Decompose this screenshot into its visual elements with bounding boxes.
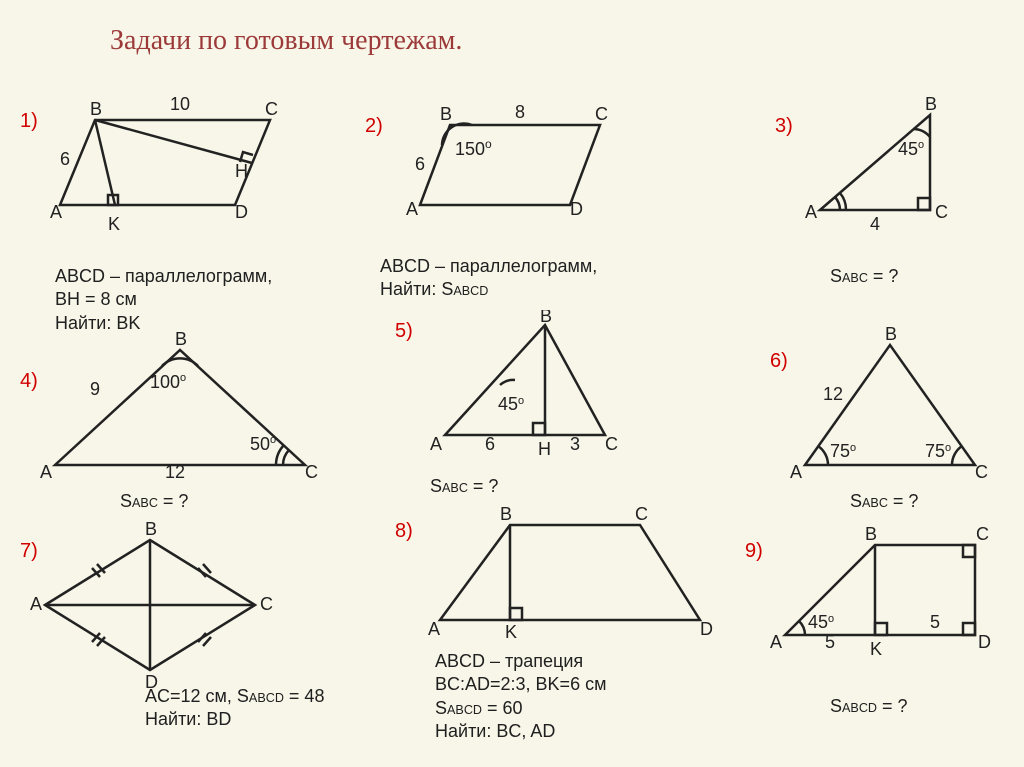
problem-8-figure: B C A D K <box>420 500 720 640</box>
problem-5-text: SABC = ? <box>430 475 498 498</box>
svg-text:A: A <box>790 462 802 482</box>
svg-text:B: B <box>500 504 512 524</box>
svg-text:C: C <box>260 594 273 614</box>
problem-3-text: SABC = ? <box>830 265 898 288</box>
svg-text:K: K <box>108 214 120 234</box>
svg-text:8: 8 <box>515 102 525 122</box>
problem-7-text: AC=12 см, SABCD = 48 Найти: BD <box>145 685 324 732</box>
svg-text:B: B <box>175 330 187 349</box>
problem-2-figure: B C A D 8 6 150o <box>400 100 620 220</box>
svg-text:C: C <box>975 462 988 482</box>
svg-text:45o: 45o <box>808 612 834 632</box>
svg-text:C: C <box>935 202 948 222</box>
problem-1-text: ABCD – параллелограмм, BH = 8 см Найти: … <box>55 265 272 335</box>
problem-8-text: ABCD – трапеция BC:AD=2:3, BK=6 см SABCD… <box>435 650 606 744</box>
svg-text:75o: 75o <box>830 441 856 461</box>
svg-text:B: B <box>145 520 157 539</box>
svg-text:B: B <box>90 99 102 119</box>
svg-text:50o: 50o <box>250 434 276 454</box>
svg-text:C: C <box>605 434 618 454</box>
svg-text:B: B <box>865 524 877 544</box>
svg-text:C: C <box>595 104 608 124</box>
svg-text:B: B <box>440 104 452 124</box>
svg-text:C: C <box>635 504 648 524</box>
svg-text:C: C <box>305 462 318 480</box>
svg-text:D: D <box>570 199 583 219</box>
svg-text:45o: 45o <box>498 394 524 414</box>
svg-text:A: A <box>805 202 817 222</box>
svg-text:12: 12 <box>165 462 185 480</box>
svg-text:6: 6 <box>60 149 70 169</box>
svg-text:A: A <box>406 199 418 219</box>
problem-1-figure: B C A D H K 10 6 <box>40 95 300 235</box>
svg-text:C: C <box>976 524 989 544</box>
svg-text:A: A <box>430 434 442 454</box>
svg-text:B: B <box>925 95 937 114</box>
problem-6-figure: B A C 12 75o 75o <box>790 325 990 485</box>
svg-text:A: A <box>770 632 782 652</box>
problem-4-text: SABC = ? <box>120 490 188 513</box>
svg-text:B: B <box>885 325 897 344</box>
svg-text:75o: 75o <box>925 441 951 461</box>
svg-text:10: 10 <box>170 95 190 114</box>
svg-text:A: A <box>30 594 42 614</box>
problem-3-num: 3) <box>775 115 793 138</box>
svg-text:100o: 100o <box>150 372 186 392</box>
problem-1-num: 1) <box>20 110 38 133</box>
problem-7-figure: A B C D <box>30 520 290 690</box>
svg-text:9: 9 <box>90 379 100 399</box>
svg-text:K: K <box>505 622 517 640</box>
svg-text:A: A <box>50 202 62 222</box>
svg-text:6: 6 <box>415 154 425 174</box>
problem-6-text: SABC = ? <box>850 490 918 513</box>
svg-text:4: 4 <box>870 214 880 234</box>
svg-text:H: H <box>235 161 248 181</box>
problem-9-text: SABCD = ? <box>830 695 908 718</box>
problem-2-text: ABCD – параллелограмм, Найти: SABCD <box>380 255 597 302</box>
problem-9-num: 9) <box>745 540 763 563</box>
svg-text:12: 12 <box>823 384 843 404</box>
svg-text:5: 5 <box>825 632 835 652</box>
svg-text:A: A <box>428 619 440 639</box>
problem-5-num: 5) <box>395 320 413 343</box>
page-title: Задачи по готовым чертежам. <box>110 25 462 57</box>
svg-text:150o: 150o <box>455 137 492 159</box>
svg-text:A: A <box>40 462 52 480</box>
svg-text:C: C <box>265 99 278 119</box>
svg-text:K: K <box>870 639 882 659</box>
problem-6-num: 6) <box>770 350 788 373</box>
problem-4-figure: B A C 9 12 100o 50o <box>35 330 325 480</box>
svg-text:D: D <box>700 619 713 639</box>
svg-text:D: D <box>978 632 991 652</box>
problem-2-num: 2) <box>365 115 383 138</box>
problem-3-figure: B A C 4 45o <box>800 95 970 235</box>
svg-text:6: 6 <box>485 434 495 454</box>
svg-text:H: H <box>538 439 551 459</box>
svg-text:3: 3 <box>570 434 580 454</box>
svg-text:45o: 45o <box>898 139 924 159</box>
problem-8-num: 8) <box>395 520 413 543</box>
svg-text:5: 5 <box>930 612 940 632</box>
problem-5-figure: B A C H 6 3 45o <box>430 310 630 460</box>
problem-9-figure: B C A D K 5 5 45o <box>770 520 1000 660</box>
svg-text:B: B <box>540 310 552 326</box>
svg-text:D: D <box>235 202 248 222</box>
